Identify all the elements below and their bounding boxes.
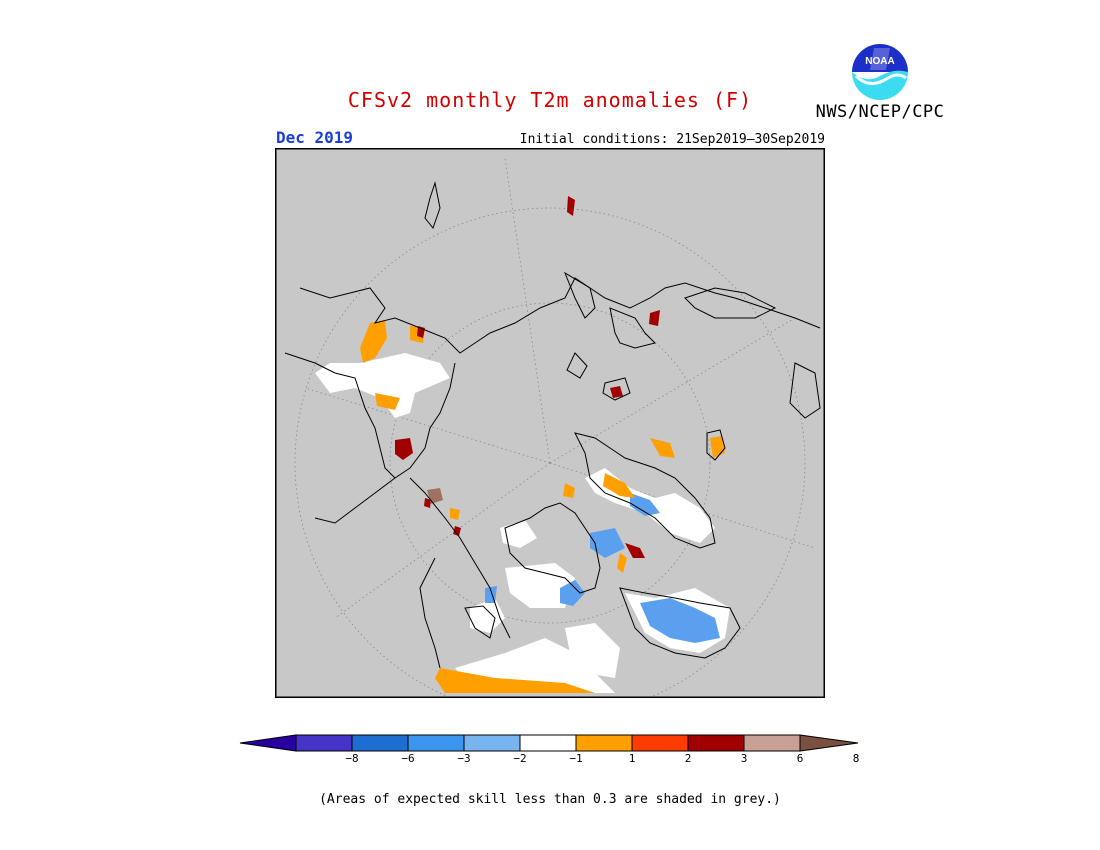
below-normal-areas [485, 493, 720, 643]
colorbar-tick-label: −2 [513, 752, 527, 765]
colorbar-right-arrow [799, 734, 859, 752]
colorbar-box [631, 734, 689, 752]
colorbar-box [295, 734, 353, 752]
chart-title: CFSv2 monthly T2m anomalies (F) [347, 88, 753, 112]
svg-text:NOAA: NOAA [865, 56, 894, 67]
colorbar-tick-label: 2 [684, 752, 692, 765]
initial-conditions: Initial conditions: 21Sep2019—30Sep2019 [519, 132, 825, 147]
colorbar-box [407, 734, 465, 752]
much-above-normal-areas [395, 196, 660, 558]
colorbar-tick-label: −6 [401, 752, 415, 765]
noaa-logo-icon: NOAA [850, 42, 910, 102]
coastlines [284, 181, 821, 669]
color-bar [239, 734, 859, 752]
colorbar-tick-label: 3 [740, 752, 748, 765]
colorbar-tick-label: 1 [628, 752, 636, 765]
colorbar-box [687, 734, 745, 752]
forecast-month: Dec 2019 [276, 128, 354, 147]
agency-label: NWS/NCEP/CPC [815, 102, 945, 122]
map-border [275, 148, 825, 698]
colorbar-tick-label: 8 [852, 752, 860, 765]
colorbar-tick-label: −1 [569, 752, 583, 765]
colorbar-tick-label: −3 [457, 752, 471, 765]
colorbar-box [463, 734, 521, 752]
colorbar-box [351, 734, 409, 752]
skill-grey-background [275, 148, 825, 698]
polar-map [275, 148, 825, 698]
colorbar-left-arrow [239, 734, 297, 752]
colorbar-boxes [295, 734, 801, 752]
colorbar-box [575, 734, 633, 752]
colorbar-box [743, 734, 801, 752]
skill-footnote: (Areas of expected skill less than 0.3 a… [319, 792, 781, 807]
colorbar-box [519, 734, 577, 752]
colorbar-tick-label: 6 [796, 752, 804, 765]
colorbar-tick-label: −8 [345, 752, 359, 765]
